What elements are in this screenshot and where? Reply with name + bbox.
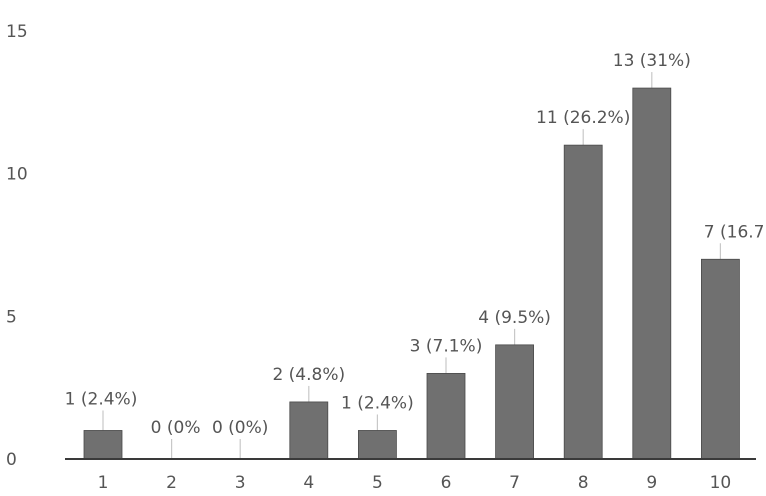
bar-10 bbox=[701, 258, 740, 460]
y-tick-label: 5 bbox=[6, 307, 17, 327]
data-label-9: 13 (31%) bbox=[613, 51, 691, 71]
y-tick-label: 15 bbox=[6, 22, 28, 42]
bars bbox=[83, 87, 740, 460]
x-tick-label: 9 bbox=[646, 473, 657, 493]
data-label-6: 3 (7.1%) bbox=[410, 336, 483, 356]
y-tick-label: 0 bbox=[6, 450, 17, 470]
data-label-3: 0 (0%) bbox=[212, 418, 268, 438]
y-tick-label: 10 bbox=[6, 165, 28, 185]
x-axis-ticks: 1 2 3 4 5 6 7 8 9 10 bbox=[98, 473, 732, 493]
x-tick-label: 2 bbox=[166, 473, 177, 493]
data-label-1: 1 (2.4%) bbox=[65, 389, 138, 409]
data-label-10: 7 (16.7° bbox=[704, 222, 766, 242]
x-tick-label: 3 bbox=[235, 473, 246, 493]
bar-9 bbox=[632, 87, 672, 460]
data-label-8: 11 (26.2%) bbox=[536, 108, 630, 128]
x-tick-label: 5 bbox=[372, 473, 383, 493]
data-label-leaders bbox=[102, 72, 722, 459]
x-tick-label: 1 bbox=[98, 473, 109, 493]
bar-8 bbox=[563, 144, 603, 460]
x-tick-label: 10 bbox=[710, 473, 732, 493]
bar-5 bbox=[357, 430, 397, 460]
x-tick-label: 4 bbox=[303, 473, 314, 493]
bar-6 bbox=[426, 372, 466, 460]
data-label-5: 1 (2.4%) bbox=[341, 393, 414, 413]
bar-7 bbox=[495, 344, 535, 460]
data-label-2: 0 (0% bbox=[151, 418, 201, 438]
data-label-7: 4 (9.5%) bbox=[478, 308, 551, 328]
data-label-4: 2 (4.8%) bbox=[272, 365, 345, 385]
bar-4 bbox=[289, 401, 329, 460]
data-labels: 1 (2.4%) 0 (0% 0 (0%) 2 (4.8%) 1 (2.4%) 3 (7.… bbox=[65, 51, 766, 438]
x-tick-label: 7 bbox=[509, 473, 520, 493]
y-axis-ticks: 0 5 10 15 bbox=[6, 22, 28, 470]
x-tick-label: 8 bbox=[578, 473, 589, 493]
x-tick-label: 6 bbox=[441, 473, 452, 493]
bar-1 bbox=[83, 430, 123, 460]
